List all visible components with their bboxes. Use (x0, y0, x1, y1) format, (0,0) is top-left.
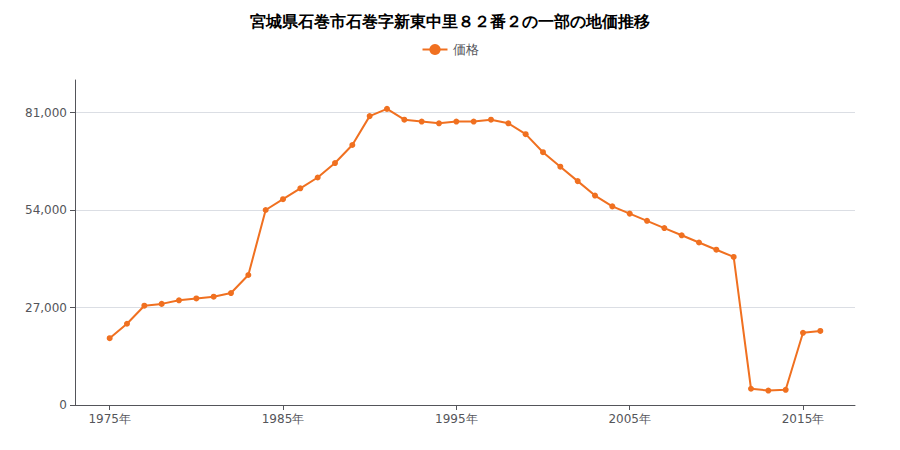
svg-text:1995年: 1995年 (435, 412, 478, 426)
svg-text:54,000: 54,000 (25, 203, 67, 217)
svg-text:1985年: 1985年 (262, 412, 305, 426)
svg-text:価格: 価格 (453, 42, 479, 57)
svg-text:宮城県石巻市石巻字新東中里８２番２の一部の地価推移: 宮城県石巻市石巻字新東中里８２番２の一部の地価推移 (250, 12, 650, 31)
svg-text:1975年: 1975年 (88, 412, 131, 426)
svg-text:2015年: 2015年 (782, 412, 825, 426)
svg-text:2005年: 2005年 (608, 412, 651, 426)
svg-text:27,000: 27,000 (25, 301, 67, 315)
svg-text:0: 0 (59, 398, 67, 412)
svg-text:81,000: 81,000 (25, 106, 67, 120)
